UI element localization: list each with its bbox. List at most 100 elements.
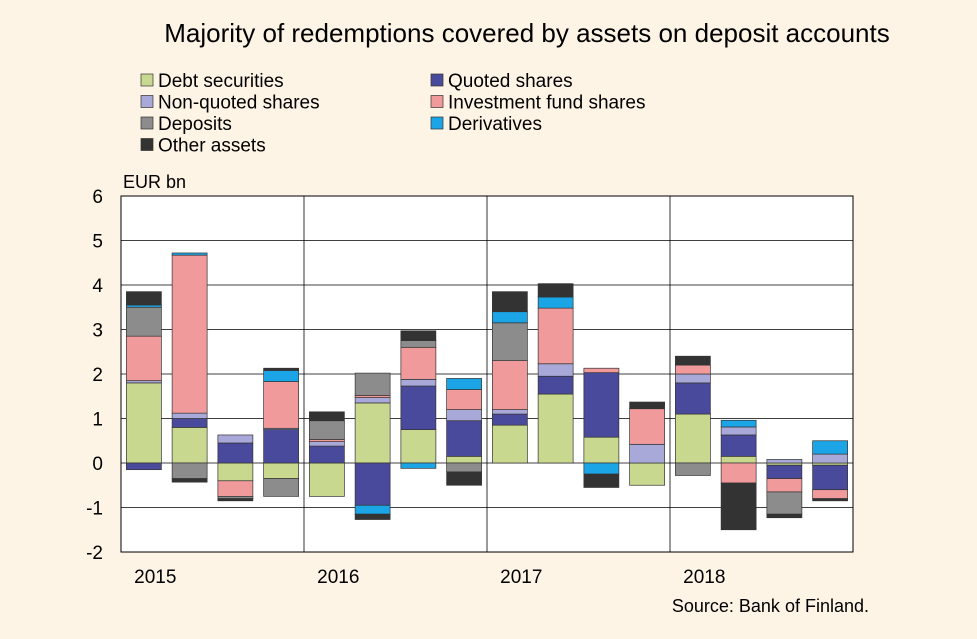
bar-segment — [400, 378, 437, 387]
bar-segment — [400, 330, 437, 341]
bar-segment — [446, 420, 482, 457]
bar-segment — [400, 429, 437, 464]
bar-segment — [217, 442, 254, 464]
bar-segment — [583, 367, 620, 374]
bar-segment — [263, 478, 299, 497]
bar-segment — [171, 462, 208, 479]
bar-segment — [446, 462, 482, 473]
bar-segment — [492, 424, 528, 464]
bar-segment — [309, 445, 345, 464]
y-tick-label: 4 — [92, 276, 103, 297]
bar-segment — [583, 372, 620, 438]
bar-segment — [583, 436, 620, 464]
bar-segment — [263, 381, 299, 429]
plot-border — [120, 195, 854, 553]
y-tick-label: 0 — [92, 454, 103, 475]
x-year-label: 2015 — [134, 567, 176, 588]
bar-segment — [675, 373, 711, 384]
bar-segment — [766, 513, 803, 519]
bar-segment — [263, 429, 299, 464]
bar-segment — [537, 393, 574, 464]
bar-segment — [217, 480, 254, 497]
bar-segment — [720, 434, 757, 457]
bar-segment — [537, 375, 574, 395]
bar-segment — [263, 370, 299, 382]
bar-segment — [354, 462, 391, 506]
bar-segment — [766, 478, 803, 493]
bar-segment — [812, 464, 848, 491]
bar-segment — [720, 426, 757, 436]
bar-segment — [446, 455, 482, 464]
bar-segment — [675, 413, 711, 464]
bar-segment — [629, 462, 665, 486]
bar-segment — [812, 489, 848, 499]
legend-label: Deposits — [158, 114, 232, 135]
bar-segment — [675, 382, 711, 415]
bar-segment — [492, 322, 528, 362]
bar-segment — [446, 471, 482, 486]
y-tick-label: 3 — [92, 321, 103, 342]
bar-segment — [583, 473, 620, 488]
chart-title: Majority of redemptions covered by asset… — [164, 18, 890, 48]
bar-segment — [354, 513, 391, 520]
bar-segment — [675, 355, 711, 366]
bar-segment — [354, 397, 391, 404]
bar-segment — [171, 252, 208, 256]
bar-segment — [354, 402, 391, 464]
bar-segment — [583, 462, 620, 475]
bar-segment — [217, 462, 254, 482]
y-tick-label: 2 — [92, 365, 103, 386]
bar-segment — [354, 372, 391, 396]
bar-segment — [720, 455, 757, 464]
bar-segment — [400, 385, 437, 430]
bar-segment — [629, 401, 665, 410]
legend-label: Other assets — [158, 136, 266, 157]
bar-segment — [492, 360, 528, 410]
bar-segment — [446, 378, 482, 390]
bar-segment — [400, 340, 437, 348]
bar-segment — [492, 409, 528, 415]
y-tick-label: -1 — [86, 499, 103, 520]
bar-segment — [171, 427, 208, 464]
legend-swatch — [140, 73, 154, 87]
legend-label: Derivatives — [448, 114, 542, 135]
legend-swatch — [430, 116, 444, 130]
x-year-label: 2018 — [683, 567, 725, 588]
bar-segment — [720, 462, 757, 484]
bar-segment — [126, 382, 162, 464]
legend-swatch — [430, 95, 444, 108]
bar-segment — [354, 504, 391, 515]
legend-label: Non-quoted shares — [158, 93, 320, 114]
y-tick-label: 5 — [92, 232, 103, 253]
source-note: Source: Bank of Finland. — [672, 596, 869, 616]
bar-segment — [400, 346, 437, 380]
bar-segment — [629, 443, 665, 464]
bar-segment — [766, 464, 803, 479]
bar-segment — [492, 413, 528, 426]
legend-swatch — [430, 73, 444, 87]
legend-label: Investment fund shares — [448, 93, 646, 114]
bar-segment — [263, 462, 299, 479]
bar-segment — [126, 291, 162, 306]
bar-segment — [263, 367, 299, 371]
y-tick-label: -2 — [86, 543, 103, 564]
bar-segment — [171, 412, 208, 419]
bar-segment — [537, 363, 574, 377]
bar-segment — [675, 462, 711, 476]
bar-segment — [171, 418, 208, 428]
bar-segment — [171, 478, 208, 483]
bar-segment — [492, 311, 528, 324]
bar-segment — [537, 283, 574, 298]
bar-segment — [309, 420, 345, 440]
legend-label: Quoted shares — [448, 71, 573, 92]
legend-swatch — [140, 95, 154, 108]
bar-segment — [492, 291, 528, 313]
bar-segment — [126, 335, 162, 382]
legend-swatch — [140, 116, 154, 130]
bar-segment — [720, 482, 757, 531]
bar-segment — [309, 441, 345, 447]
legend: Debt securities Quoted shares Non-quoted s… — [140, 71, 646, 157]
bar-segment — [720, 419, 757, 428]
bar-segment — [309, 462, 345, 497]
